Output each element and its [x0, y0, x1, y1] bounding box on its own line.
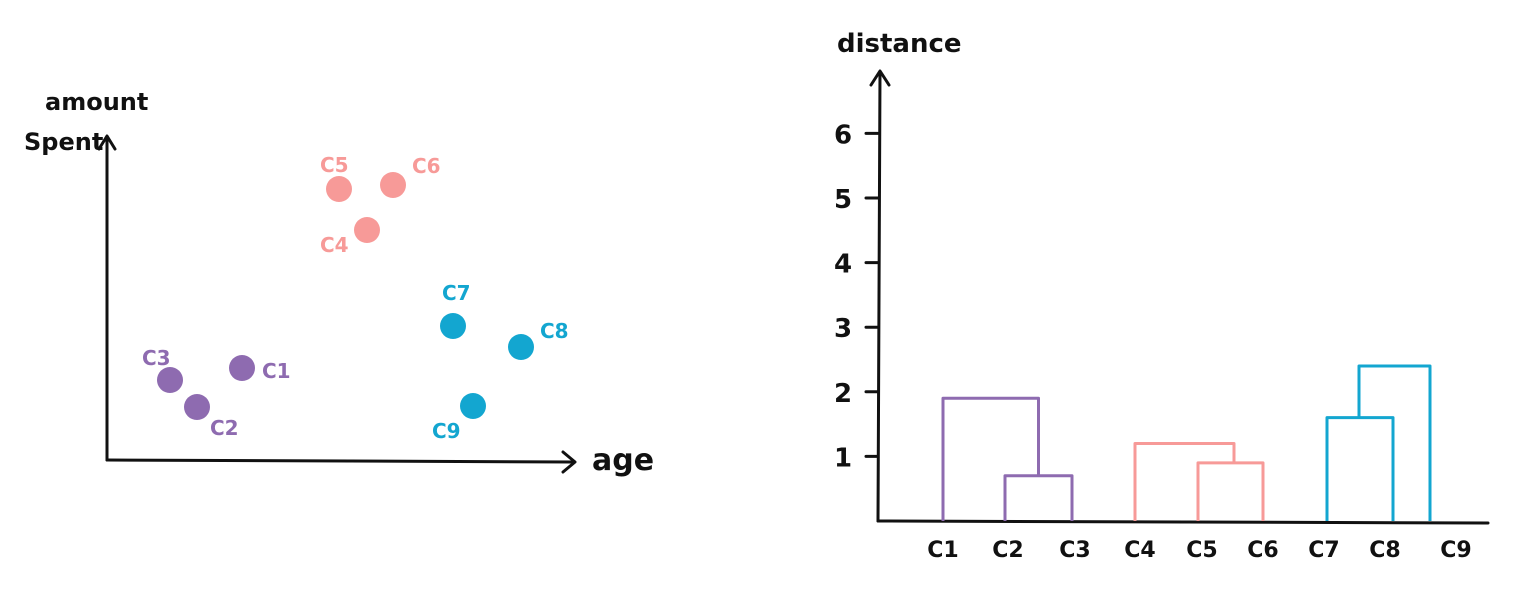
dendro-link-m56: [1196, 461, 1265, 521]
scatter-point-c9: [460, 393, 486, 419]
dendro-leaf-label-c1: C1: [927, 538, 958, 563]
dendro-tick-label-6: 6: [834, 120, 852, 150]
dendro-leaf-label-c3: C3: [1059, 538, 1090, 563]
scatter-point-c2: [184, 394, 210, 420]
dendro-tick-label-5: 5: [834, 185, 852, 215]
scatter-x-arrowhead: [561, 450, 577, 474]
scatter-y-label-line1: amount: [45, 88, 148, 116]
dendrogram: distance 1 2 3 4 5 6 C1 C2 C3 C4 C5 C6 C7 C8 C9: [834, 29, 1490, 563]
scatter-point-label-c5: C5: [320, 153, 349, 177]
dendro-tick-label-4: 4: [834, 250, 852, 280]
dendro-link-m78: [1325, 416, 1395, 521]
scatter-point-c7: [440, 313, 466, 339]
scatter-y-label-line2: Spent: [24, 128, 103, 156]
dendro-link-m456: [1133, 441, 1236, 521]
scatter-point-label-c4: C4: [320, 233, 349, 257]
dendro-leaf-label-c8: C8: [1369, 538, 1400, 563]
scatter-point-label-c7: C7: [442, 281, 471, 305]
dendro-links: [941, 364, 1432, 521]
scatter-y-arrowhead: [97, 134, 117, 151]
dendro-tick-label-3: 3: [834, 314, 852, 344]
dendro-link-m123: [941, 396, 1040, 521]
dendro-y-axis: [876, 70, 882, 523]
dendro-leaf-label-c5: C5: [1186, 538, 1217, 563]
dendro-ticks: 1 2 3 4 5 6: [834, 120, 880, 473]
scatter-point-label-c3: C3: [142, 346, 171, 370]
scatter-point-label-c8: C8: [540, 319, 569, 343]
dendro-y-arrowhead: [869, 69, 891, 87]
dendro-leaf-label-c6: C6: [1247, 538, 1278, 563]
dendro-tick-label-1: 1: [834, 443, 852, 473]
dendro-tick-label-2: 2: [834, 379, 852, 409]
scatter-point-label-c2: C2: [210, 416, 239, 440]
scatter-point-label-c6: C6: [412, 154, 441, 178]
dendro-leaf-label-c9: C9: [1440, 538, 1471, 563]
dendro-link-m789: [1357, 364, 1432, 521]
dendro-link-m23: [1003, 474, 1074, 521]
dendro-leaf-label-c4: C4: [1124, 538, 1155, 563]
scatter-point-c1: [229, 355, 255, 381]
scatter-point-c8: [508, 334, 534, 360]
dendro-leaf-labels: C1 C2 C3 C4 C5 C6 C7 C8 C9: [927, 538, 1471, 563]
scatter-x-label: age: [592, 443, 654, 478]
scatter-x-axis: [105, 458, 575, 464]
scatter-point-c3: [157, 367, 183, 393]
dendro-leaf-label-c2: C2: [992, 538, 1023, 563]
scatter-point-label-c1: C1: [262, 359, 291, 383]
scatter-point-c4: [354, 217, 380, 243]
scatter-point-label-c9: C9: [432, 419, 461, 443]
dendro-y-label: distance: [837, 29, 962, 59]
scatter-plot: amount Spent age C1 C2 C3 C4 C5 C6 C7 C8 C9: [24, 88, 654, 478]
dendro-leaf-label-c7: C7: [1308, 538, 1339, 563]
dendro-x-axis: [876, 519, 1490, 525]
scatter-points: C1 C2 C3 C4 C5 C6 C7 C8 C9: [142, 153, 569, 443]
scatter-point-c5: [326, 176, 352, 202]
scatter-point-c6: [380, 172, 406, 198]
